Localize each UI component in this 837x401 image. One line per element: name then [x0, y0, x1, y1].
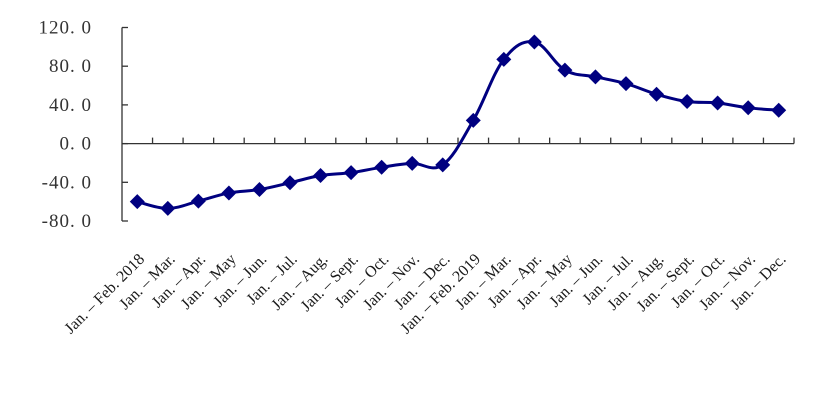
diamond-marker: [496, 51, 512, 67]
diamond-marker: [343, 165, 359, 181]
diamond-marker: [160, 200, 176, 216]
diamond-marker: [740, 100, 756, 116]
diamond-marker: [435, 157, 451, 173]
diamond-marker: [649, 86, 665, 102]
y-tick-label: 40. 0: [49, 95, 92, 116]
y-tick-label: -40. 0: [42, 172, 92, 193]
diamond-marker: [313, 168, 329, 184]
diamond-marker: [374, 159, 390, 175]
y-tick-label: -80. 0: [42, 211, 92, 232]
diamond-marker: [679, 94, 695, 110]
diamond-marker: [771, 102, 787, 118]
diamond-marker: [282, 175, 298, 191]
diamond-marker: [251, 182, 267, 198]
series-line: [135, 40, 781, 210]
diamond-marker: [587, 69, 603, 85]
diamond-marker: [557, 62, 573, 78]
diamond-marker: [465, 112, 481, 128]
diamond-marker: [221, 185, 237, 201]
y-tick-label: 0. 0: [60, 134, 93, 155]
data-series: [129, 34, 787, 216]
diamond-marker: [526, 34, 542, 50]
diamond-marker: [710, 95, 726, 111]
y-tick-label: 80. 0: [49, 56, 92, 77]
y-axis: 120. 0 80. 0 40. 0 0. 0 -40. 0 -80. 0: [39, 18, 128, 232]
diamond-marker: [404, 155, 420, 171]
y-tick-label: 120. 0: [39, 18, 93, 39]
diamond-marker: [190, 193, 206, 209]
x-axis: [122, 137, 795, 145]
diamond-marker: [618, 76, 634, 92]
diamond-marker: [129, 194, 145, 210]
